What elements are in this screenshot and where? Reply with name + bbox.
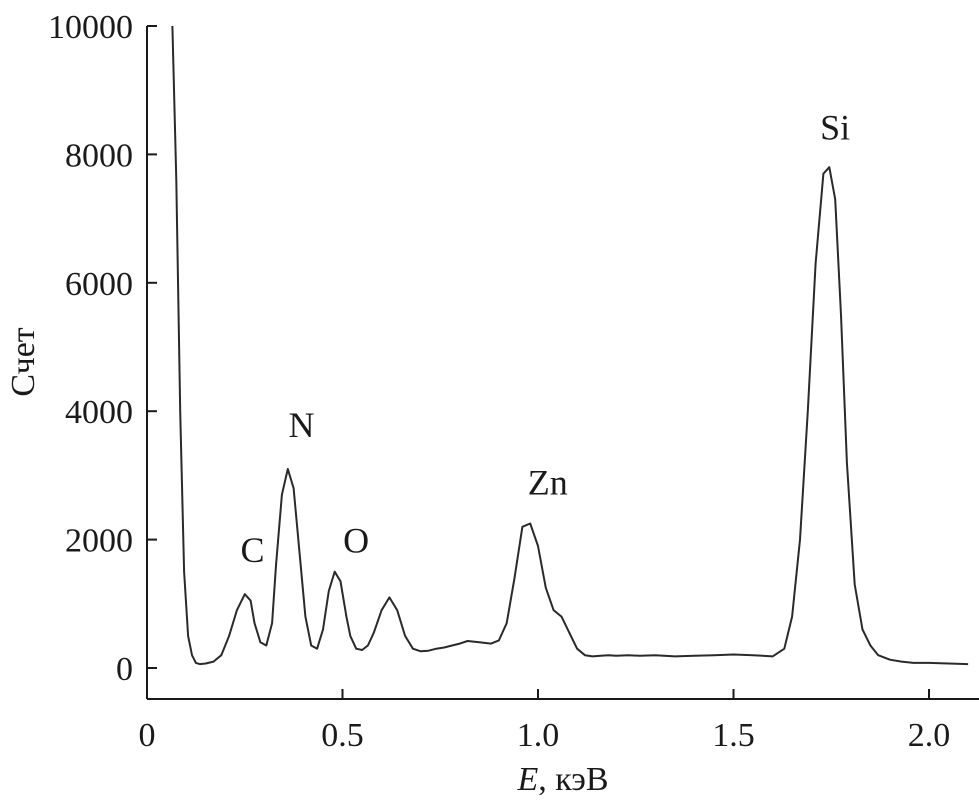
peak-label-n: N — [288, 405, 314, 445]
y-tick-label: 0 — [116, 651, 133, 688]
x-axis-label-symbol: E — [516, 761, 538, 798]
y-tick-label: 4000 — [65, 394, 133, 431]
y-tick-label: 10000 — [48, 9, 133, 46]
plot-area: 0 2000 4000 6000 8000 10000 0 0.5 1.0 1.5 2.0 C N O… — [48, 9, 979, 754]
y-axis-label: Счет — [5, 327, 42, 396]
x-axis-label-unit: , кэВ — [538, 761, 608, 798]
x-axis-ticks: 0 0.5 1.0 1.5 2.0 — [139, 689, 951, 754]
y-tick-label: 2000 — [65, 523, 133, 560]
peak-labels: C N O Zn Si — [241, 108, 851, 570]
peak-label-si: Si — [820, 108, 850, 148]
peak-label-zn: Zn — [528, 463, 568, 503]
x-axis-label: E, кэВ — [516, 761, 608, 798]
x-tick-label: 0 — [139, 717, 156, 754]
x-tick-label: 2.0 — [908, 717, 951, 754]
peak-label-o: O — [343, 520, 369, 560]
x-tick-label: 1.5 — [712, 717, 755, 754]
x-tick-label: 1.0 — [517, 717, 560, 754]
spectrum-line — [171, 25, 969, 666]
y-tick-label: 8000 — [65, 137, 133, 174]
y-axis-ticks: 0 2000 4000 6000 8000 10000 — [48, 9, 157, 688]
peak-label-c: C — [241, 530, 265, 570]
x-tick-label: 0.5 — [321, 717, 364, 754]
y-tick-label: 6000 — [65, 266, 133, 303]
